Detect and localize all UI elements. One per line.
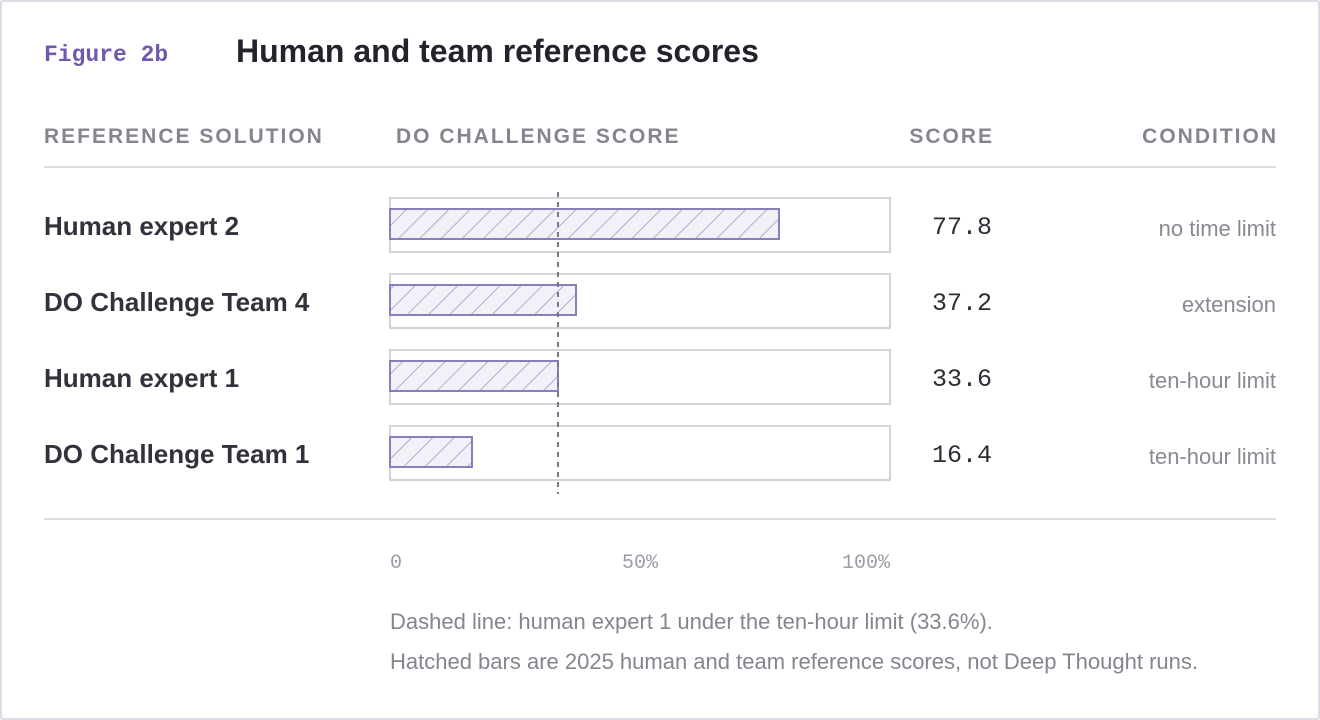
row-condition: no time limit bbox=[1158, 216, 1276, 241]
footnote-hatched-bars: Hatched bars are 2025 human and team ref… bbox=[390, 649, 1198, 674]
row-score: 16.4 bbox=[931, 441, 992, 470]
bar-do-challenge-team-1 bbox=[389, 436, 473, 468]
column-header-bar: DO CHALLENGE SCORE bbox=[396, 125, 681, 148]
row-label: DO Challenge Team 1 bbox=[44, 439, 310, 469]
column-header-condition: CONDITION bbox=[1142, 125, 1278, 148]
column-header-score: SCORE bbox=[909, 125, 994, 148]
row-label: DO Challenge Team 4 bbox=[44, 287, 310, 317]
row-condition: ten-hour limit bbox=[1148, 368, 1276, 393]
bar-human-expert-2 bbox=[389, 208, 780, 240]
row-score: 37.2 bbox=[931, 289, 992, 318]
footnote-reference-line: Dashed line: human expert 1 under the te… bbox=[390, 609, 993, 634]
footer-divider bbox=[44, 518, 1276, 520]
x-tick-label: 100% bbox=[841, 552, 890, 575]
bar-do-challenge-team-4 bbox=[389, 284, 577, 316]
row-label: Human expert 1 bbox=[44, 363, 240, 393]
bar-track bbox=[389, 425, 891, 481]
x-tick-label: 0 bbox=[390, 552, 403, 575]
row-condition: ten-hour limit bbox=[1148, 444, 1276, 469]
chart-title: Human and team reference scores bbox=[236, 33, 759, 69]
row-score: 33.6 bbox=[931, 365, 992, 394]
row-label: Human expert 2 bbox=[44, 211, 240, 241]
figure-label: Figure 2b bbox=[44, 42, 169, 68]
row-condition: extension bbox=[1181, 292, 1276, 317]
x-tick-label: 50% bbox=[621, 552, 658, 575]
bar-human-expert-1 bbox=[389, 360, 559, 392]
header-divider bbox=[44, 166, 1276, 168]
row-score: 77.8 bbox=[931, 213, 992, 242]
column-header-solution: REFERENCE SOLUTION bbox=[44, 125, 324, 148]
